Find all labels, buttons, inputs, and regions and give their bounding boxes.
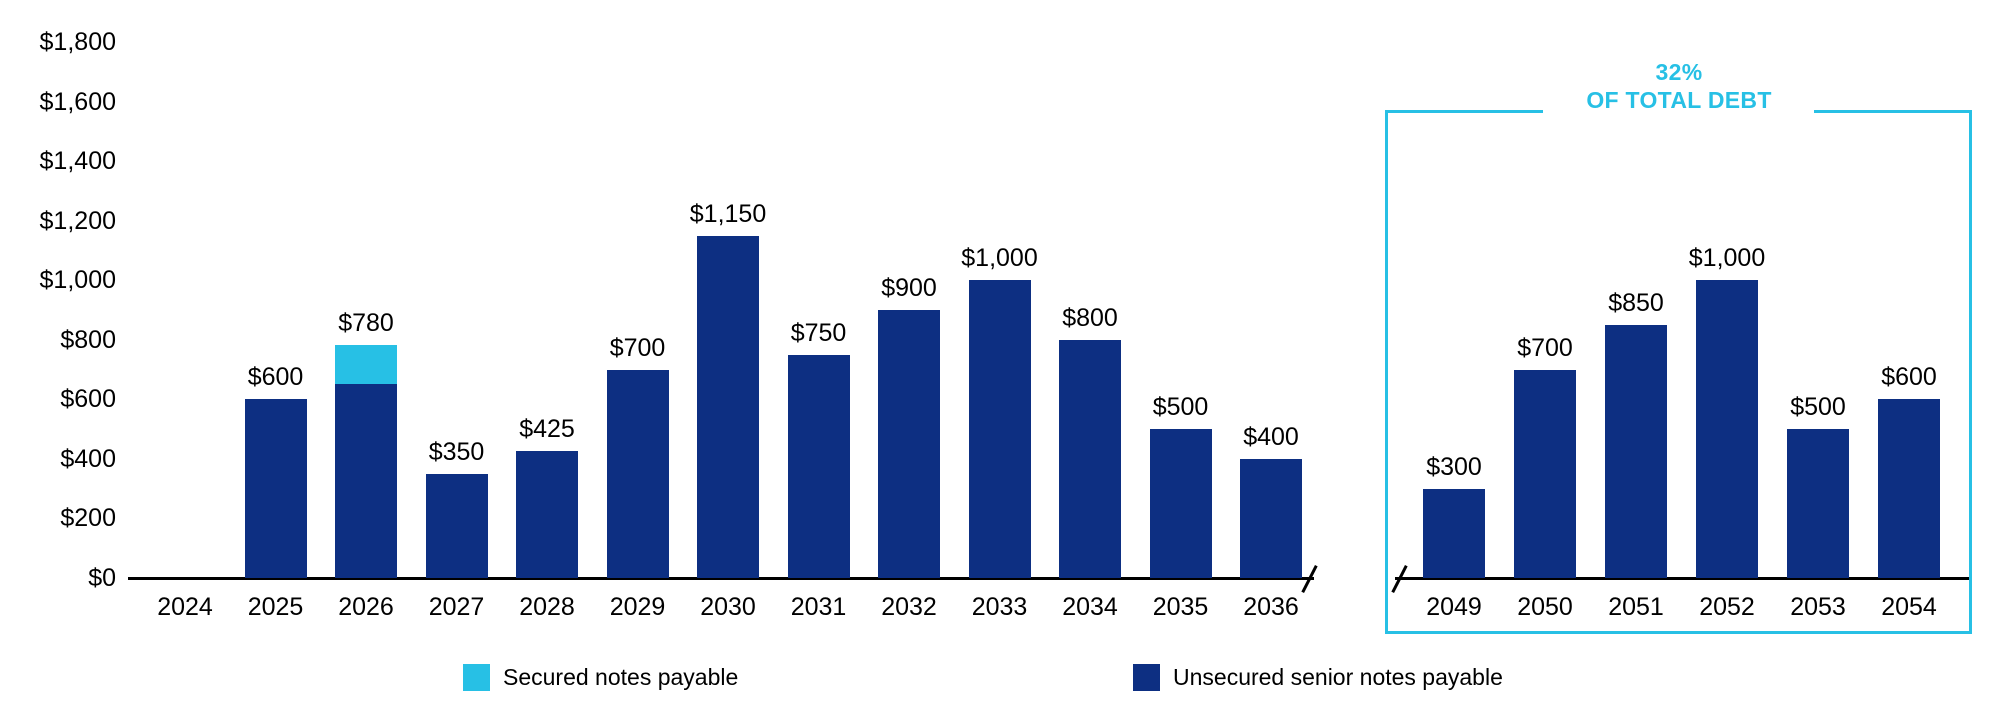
- x-tick-label: 2035: [1152, 593, 1209, 621]
- y-tick-label: $1,400: [39, 147, 116, 176]
- highlight-box-top-left-segment: [1385, 110, 1543, 113]
- highlight-label-line2: OF TOTAL DEBT: [1586, 87, 1772, 113]
- bar-segment-unsecured: [606, 370, 669, 578]
- bar-segment-unsecured: [878, 310, 940, 578]
- secured-legend-label: Secured notes payable: [503, 663, 739, 690]
- x-tick-label: 2026: [338, 593, 394, 621]
- x-tick-label: 2033: [971, 593, 1028, 621]
- x-tick-label: 2029: [609, 593, 666, 621]
- x-tick-label: 2027: [428, 593, 485, 621]
- bar-segment-unsecured: [1423, 489, 1485, 578]
- x-tick-label: 2053: [1790, 593, 1846, 621]
- legend-item-unsecured: Unsecured senior notes payable: [1133, 662, 1503, 692]
- bar-2027: [425, 474, 488, 578]
- y-tick-label: $0: [88, 564, 116, 592]
- bar-value-label: $600: [1881, 363, 1937, 391]
- y-tick-label: $800: [60, 325, 116, 354]
- bar-2049: [1423, 489, 1485, 578]
- bar-2051: [1605, 325, 1667, 578]
- bar-2025: [244, 399, 307, 578]
- bar-2029: [606, 370, 669, 578]
- x-tick-label: 2054: [1881, 593, 1937, 621]
- bar-value-label: $350: [428, 438, 485, 466]
- bar-segment-unsecured: [425, 474, 488, 578]
- bar-2028: [516, 451, 578, 578]
- bar-2035: [1149, 429, 1212, 578]
- x-tick-label: 2049: [1426, 593, 1482, 621]
- x-tick-label: 2032: [881, 593, 937, 621]
- highlight-label-line1: 32%: [1655, 59, 1703, 85]
- y-tick-label: $200: [60, 504, 116, 533]
- bar-segment-unsecured: [516, 451, 578, 578]
- bar-value-label: $400: [1243, 423, 1299, 451]
- bar-segment-unsecured: [1514, 370, 1576, 578]
- x-tick-label: 2028: [519, 593, 575, 621]
- x-tick-label: 2031: [790, 593, 847, 621]
- bar-2052: [1696, 280, 1758, 578]
- bar-2033: [968, 280, 1031, 578]
- y-tick-label: $1,000: [39, 266, 116, 295]
- bar-value-label: $850: [1608, 289, 1664, 317]
- bar-2031: [787, 355, 850, 578]
- bar-2030: [697, 236, 759, 578]
- bar-segment-unsecured: [1696, 280, 1758, 578]
- legend-item-secured: Secured notes payable: [463, 662, 738, 692]
- bar-2050: [1514, 370, 1576, 578]
- bar-segment-unsecured: [1240, 459, 1302, 578]
- unsecured-legend-label: Unsecured senior notes payable: [1173, 663, 1503, 690]
- x-tick-label: 2050: [1517, 593, 1573, 621]
- bar-segment-unsecured: [1605, 325, 1667, 578]
- bar-segment-unsecured: [697, 236, 759, 578]
- y-tick-label: $1,600: [39, 87, 116, 116]
- bar-segment-unsecured: [1787, 429, 1849, 578]
- bar-segment-unsecured: [335, 384, 397, 578]
- bar-value-label: $800: [1062, 304, 1118, 332]
- x-tick-label: 2036: [1243, 593, 1299, 621]
- bar-segment-unsecured: [968, 280, 1031, 578]
- x-tick-label: 2025: [247, 593, 304, 621]
- unsecured-legend-swatch: [1133, 663, 1160, 691]
- bar-2032: [878, 310, 940, 578]
- highlight-box-label: 32% OF TOTAL DEBT: [1529, 58, 1829, 114]
- bar-value-label: $780: [338, 309, 394, 337]
- highlight-box-top-right-segment: [1814, 110, 1972, 113]
- bar-2036: [1240, 459, 1302, 578]
- bar-value-label: $900: [881, 274, 937, 302]
- bar-value-label: $700: [1517, 334, 1573, 362]
- bar-segment-secured: [335, 345, 397, 384]
- bar-value-label: $600: [247, 363, 304, 391]
- x-tick-label: 2052: [1699, 593, 1755, 621]
- bar-value-label: $1,000: [961, 244, 1038, 272]
- bar-value-label: $425: [519, 415, 575, 443]
- bar-segment-unsecured: [1059, 340, 1121, 578]
- bar-value-label: $1,150: [689, 200, 767, 228]
- bar-value-label: $1,000: [1688, 244, 1766, 272]
- bar-segment-unsecured: [244, 399, 307, 578]
- y-tick-label: $400: [60, 444, 116, 473]
- bar-value-label: $500: [1790, 393, 1846, 421]
- bar-segment-unsecured: [1878, 399, 1940, 578]
- bar-segment-unsecured: [787, 355, 850, 578]
- y-tick-label: $600: [60, 385, 116, 414]
- bar-segment-unsecured: [1149, 429, 1212, 578]
- bar-2034: [1059, 340, 1121, 578]
- bar-value-label: $500: [1152, 393, 1209, 421]
- bar-value-label: $700: [609, 334, 666, 362]
- secondary-x-axis: [1395, 577, 1972, 580]
- x-tick-label: 2024: [157, 593, 213, 621]
- main-x-axis: [128, 577, 1314, 580]
- y-tick-label: $1,800: [39, 28, 116, 56]
- bar-2026: [335, 345, 397, 578]
- x-tick-label: 2030: [700, 593, 756, 621]
- x-tick-label: 2051: [1608, 593, 1664, 621]
- bar-value-label: $300: [1426, 453, 1482, 481]
- x-tick-label: 2034: [1062, 593, 1118, 621]
- y-tick-label: $1,200: [39, 206, 116, 235]
- bar-2054: [1878, 399, 1940, 578]
- bar-value-label: $750: [790, 319, 847, 347]
- bar-2053: [1787, 429, 1849, 578]
- secured-legend-swatch: [463, 663, 490, 691]
- highlight-box: [1385, 110, 1972, 634]
